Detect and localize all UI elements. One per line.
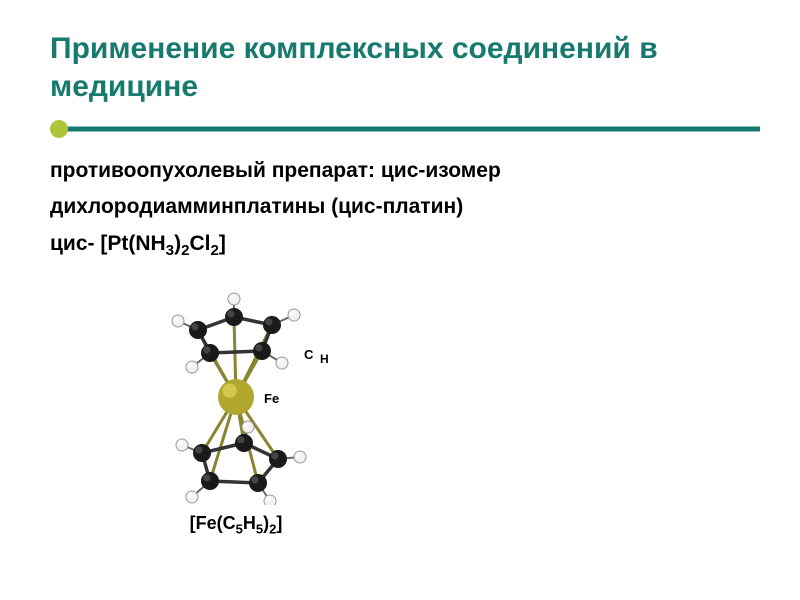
formula-text: Cl [189,232,210,255]
svg-text:C: C [304,347,314,362]
slide-title: Применение комплексных соединений в меди… [50,30,760,105]
rule-dot [50,120,68,138]
formula-text: цис- [Pt(NH [50,232,166,255]
body-line-1: противоопухолевый препарат: цис-изомер [50,157,760,185]
formula-text: ] [219,232,226,255]
body-formula: цис- [Pt(NH3)2Cl2] [50,230,760,262]
formula-sub: 3 [166,242,174,259]
svg-text:Fe: Fe [264,391,279,406]
slide: Применение комплексных соединений в меди… [0,0,800,600]
svg-text:H: H [320,352,329,366]
caption-sub: 5 [236,522,243,537]
caption-text: [Fe(C [190,513,236,533]
caption-text: ] [276,513,282,533]
rule-line [59,127,760,132]
molecule-figure: CHFe [Fe(C5H5)2] [106,285,366,537]
formula-text: ) [174,232,181,255]
formula-sub: 2 [210,242,218,259]
body-line-2: дихлородиамминплатины (цис-платин) [50,193,760,221]
figure-caption: [Fe(C5H5)2] [106,513,366,537]
ferrocene-structure: CH Fe [106,285,366,505]
title-rule [50,119,760,139]
caption-text: H [243,513,256,533]
